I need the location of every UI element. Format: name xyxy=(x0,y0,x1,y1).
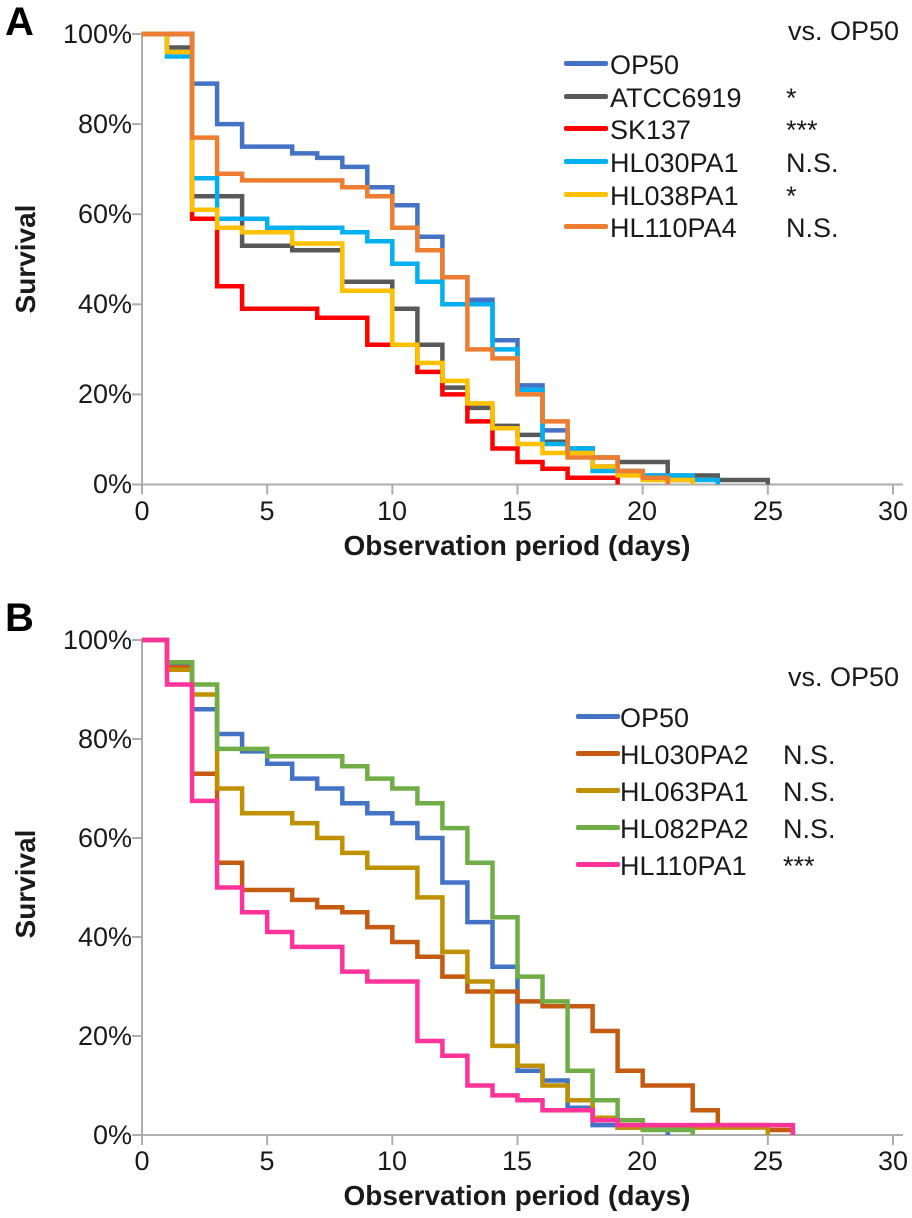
y-tick-label: 40% xyxy=(77,289,132,319)
legend-label: SK137 xyxy=(610,115,692,145)
legend-line-hl030pa2 xyxy=(576,751,620,756)
significance-marker: N.S. xyxy=(783,777,836,807)
y-tick-label: 60% xyxy=(77,199,132,229)
legend-line-hl030pa1 xyxy=(564,159,608,164)
panel-b-letter: B xyxy=(5,596,34,640)
legend-label: HL110PA1 xyxy=(620,851,747,881)
y-tick-label: 80% xyxy=(77,109,132,139)
x-tick-label: 0 xyxy=(134,496,150,526)
legend-label: HL082PA2 xyxy=(620,814,749,844)
x-tick-label: 15 xyxy=(501,1146,533,1176)
y-axis-title: Survival xyxy=(10,204,41,314)
legend-line-sk137 xyxy=(564,126,608,131)
x-tick-label: 5 xyxy=(259,496,275,526)
y-tick-label: 20% xyxy=(77,1021,132,1051)
legend-line-hl110pa1 xyxy=(576,862,620,867)
legend-label: ATCC6919 xyxy=(610,83,742,113)
x-axis-title: Observation period (days) xyxy=(343,1180,691,1211)
x-tick-label: 20 xyxy=(626,496,658,526)
legend-line-hl082pa2 xyxy=(576,825,620,830)
significance-marker: N.S. xyxy=(783,814,836,844)
x-axis-title: Observation period (days) xyxy=(343,530,691,561)
legend-label: HL063PA1 xyxy=(620,777,749,807)
x-tick-label: 30 xyxy=(877,1146,909,1176)
y-tick-label: 100% xyxy=(62,625,132,655)
legend-label: OP50 xyxy=(610,50,680,80)
significance-marker: *** xyxy=(786,115,818,145)
significance-marker: *** xyxy=(783,851,815,881)
y-tick-label: 40% xyxy=(77,922,132,952)
legend-header: vs. OP50 xyxy=(788,16,900,46)
x-tick-label: 20 xyxy=(626,1146,658,1176)
x-tick-label: 10 xyxy=(376,1146,408,1176)
y-tick-label: 80% xyxy=(77,724,132,754)
x-tick-label: 5 xyxy=(259,1146,275,1176)
legend-line-op50 xyxy=(564,61,608,66)
legend-label: HL038PA1 xyxy=(610,181,739,211)
y-tick-label: 20% xyxy=(77,379,132,409)
significance-marker: N.S. xyxy=(786,213,839,243)
significance-marker: N.S. xyxy=(786,148,839,178)
legend-header: vs. OP50 xyxy=(788,662,900,692)
legend-label: HL030PA2 xyxy=(620,740,749,770)
legend-label: HL110PA4 xyxy=(610,213,737,243)
y-tick-label: 0% xyxy=(92,469,132,499)
y-tick-label: 100% xyxy=(62,19,132,49)
y-tick-label: 0% xyxy=(92,1120,132,1150)
significance-marker: * xyxy=(786,181,797,211)
legend-label: OP50 xyxy=(620,703,690,733)
significance-marker: N.S. xyxy=(783,740,836,770)
x-tick-label: 0 xyxy=(134,1146,150,1176)
x-tick-label: 15 xyxy=(501,496,533,526)
legend-line-hl110pa4 xyxy=(564,224,608,229)
x-tick-label: 30 xyxy=(877,496,909,526)
x-tick-label: 10 xyxy=(376,496,408,526)
panel-a-letter: A xyxy=(5,0,34,44)
x-tick-label: 25 xyxy=(752,496,784,526)
legend-label: HL030PA1 xyxy=(610,148,739,178)
legend-line-op50 xyxy=(576,714,620,719)
y-axis-title: Survival xyxy=(10,829,41,939)
legend-line-hl063pa1 xyxy=(576,788,620,793)
legend-line-atcc6919 xyxy=(564,94,608,99)
legend-line-hl038pa1 xyxy=(564,192,608,197)
y-tick-label: 60% xyxy=(77,823,132,853)
significance-marker: * xyxy=(786,83,797,113)
x-tick-label: 25 xyxy=(752,1146,784,1176)
